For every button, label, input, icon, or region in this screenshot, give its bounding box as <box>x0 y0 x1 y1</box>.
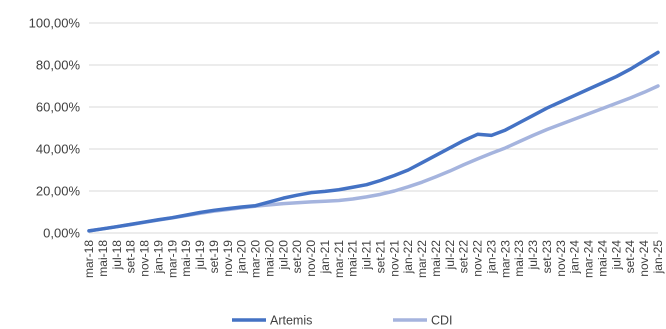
x-tick-label: mar-21 <box>332 240 346 278</box>
x-tick-label: mai-21 <box>346 240 360 277</box>
x-tick-label: mai-20 <box>262 240 276 277</box>
x-tick-label: jul-21 <box>360 240 374 271</box>
x-tick-label: nov-19 <box>221 240 235 277</box>
x-tick-label: jul-23 <box>526 240 540 271</box>
x-tick-label: set-19 <box>207 240 221 274</box>
x-tick-label: mar-20 <box>249 240 263 278</box>
x-tick-label: set-22 <box>457 240 471 274</box>
x-tick-label: mar-24 <box>582 240 596 278</box>
x-tick-label: set-18 <box>124 240 138 274</box>
x-tick-label: nov-24 <box>637 240 651 277</box>
y-tick-label: 100,00% <box>29 16 81 31</box>
x-tick-label: mai-22 <box>429 240 443 277</box>
x-tick-label: jul-19 <box>193 240 207 271</box>
x-tick-label: mai-18 <box>96 240 110 277</box>
x-tick-label: mai-24 <box>595 240 609 277</box>
series-line-cdi <box>87 84 660 233</box>
legend-label-artemis: Artemis <box>270 314 312 328</box>
x-tick-label: mar-18 <box>82 240 96 278</box>
y-tick-label: 20,00% <box>36 184 81 199</box>
x-tick-label: mar-23 <box>498 240 512 278</box>
x-tick-label: jan-22 <box>401 240 415 275</box>
y-tick-label: 80,00% <box>36 58 81 73</box>
x-tick-label: set-23 <box>540 240 554 274</box>
x-tick-label: mar-19 <box>165 240 179 278</box>
x-tick-label: jan-21 <box>318 240 332 275</box>
legend: Artemis CDI <box>232 314 453 328</box>
x-tick-label: mar-22 <box>415 240 429 278</box>
y-tick-label: 0,00% <box>43 226 80 241</box>
x-tick-label: jan-25 <box>651 240 665 275</box>
x-tick-label: nov-18 <box>138 240 152 277</box>
x-tick-label: set-21 <box>373 240 387 274</box>
x-tick-label: mai-23 <box>512 240 526 277</box>
x-tick-label: jul-18 <box>110 240 124 271</box>
x-tick-label: nov-23 <box>554 240 568 277</box>
gridlines <box>89 22 658 234</box>
x-tick-label: nov-22 <box>471 240 485 277</box>
x-tick-label: jan-19 <box>151 240 165 275</box>
y-tick-label: 60,00% <box>36 100 81 115</box>
x-axis: mar-18 mai-18 jul-18 set-18 nov-18 jan-19 mar-… <box>82 240 665 278</box>
x-tick-label: set-24 <box>623 240 637 274</box>
x-tick-label: jan-23 <box>484 240 498 275</box>
x-tick-label: jul-24 <box>609 240 623 271</box>
x-tick-label: jan-24 <box>568 240 582 275</box>
x-tick-label: mai-19 <box>179 240 193 277</box>
series-line-artemis <box>87 50 660 233</box>
x-tick-label: jul-22 <box>443 240 457 271</box>
y-axis: 0,00% 20,00% 40,00% 60,00% 80,00% 100,00% <box>29 16 81 241</box>
series-lines <box>87 50 660 233</box>
x-tick-label: nov-20 <box>304 240 318 277</box>
x-tick-label: nov-21 <box>387 240 401 277</box>
legend-label-cdi: CDI <box>431 314 453 328</box>
x-tick-label: set-20 <box>290 240 304 274</box>
x-tick-label: jan-20 <box>235 240 249 275</box>
y-tick-label: 40,00% <box>36 142 81 157</box>
x-tick-label: jul-20 <box>276 240 290 271</box>
